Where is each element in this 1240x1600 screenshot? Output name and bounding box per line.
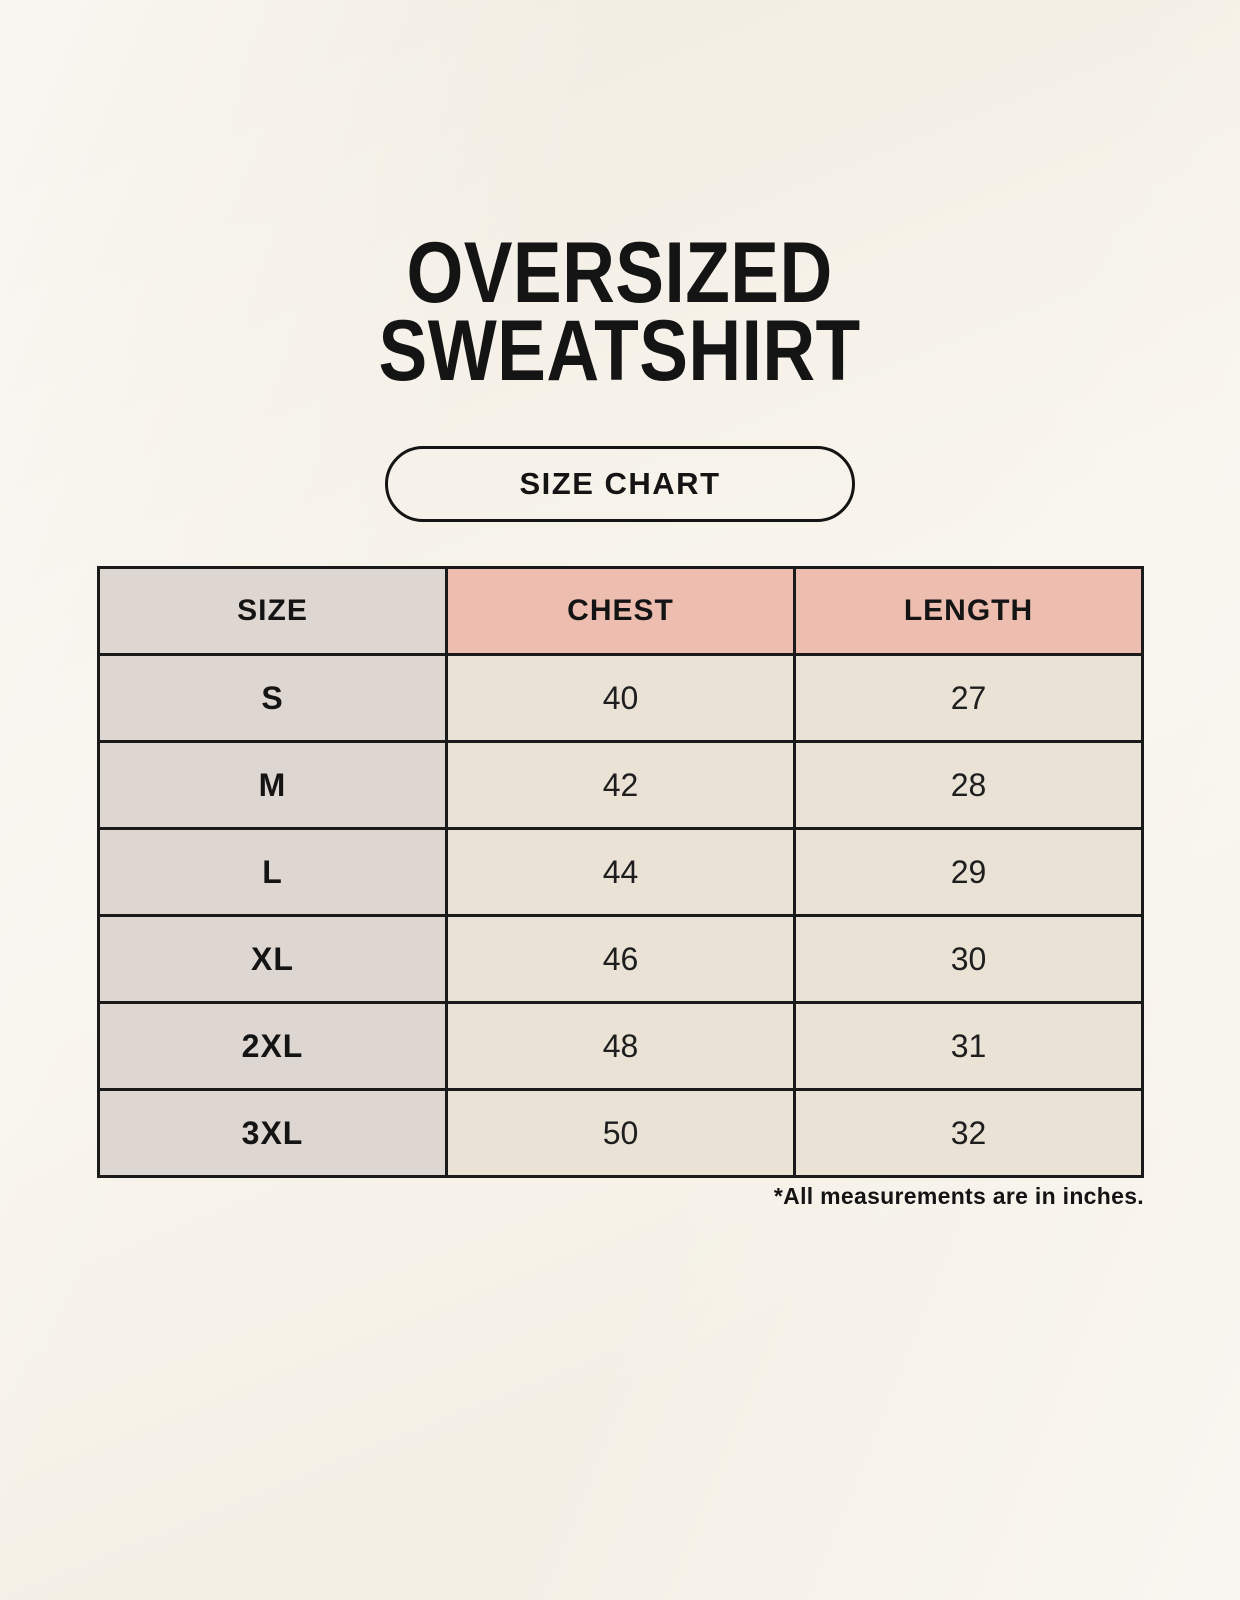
table-row: 2XL 48 31 xyxy=(97,1001,1144,1091)
length-cell: 28 xyxy=(793,740,1144,830)
size-chart-button-label: SIZE CHART xyxy=(519,466,721,501)
header-row: SIZE CHEST LENGTH xyxy=(97,566,1144,656)
table-row: XL 46 30 xyxy=(97,914,1144,1004)
page-title-text: OVERSIZED SWEATSHIRT xyxy=(378,225,862,399)
size-cell: M xyxy=(97,740,448,830)
column-header-length: LENGTH xyxy=(793,566,1144,656)
chest-cell: 44 xyxy=(445,827,796,917)
column-header-chest: CHEST xyxy=(445,566,796,656)
chest-cell: 48 xyxy=(445,1001,796,1091)
title-line-2: SWEATSHIRT xyxy=(378,303,862,399)
chest-cell: 50 xyxy=(445,1088,796,1178)
length-cell: 32 xyxy=(793,1088,1144,1178)
chest-cell: 42 xyxy=(445,740,796,830)
chest-cell: 46 xyxy=(445,914,796,1004)
size-cell: L xyxy=(97,827,448,917)
table-row: M 42 28 xyxy=(97,740,1144,830)
size-cell: S xyxy=(97,653,448,743)
length-cell: 31 xyxy=(793,1001,1144,1091)
length-cell: 29 xyxy=(793,827,1144,917)
page-title: OVERSIZED SWEATSHIRT xyxy=(0,225,1240,399)
size-chart-button[interactable]: SIZE CHART xyxy=(385,446,855,522)
size-table-header: SIZE CHEST LENGTH xyxy=(97,566,1144,656)
size-table: SIZE CHEST LENGTH S 40 27 M 42 28 L 44 2… xyxy=(97,566,1144,1178)
length-cell: 27 xyxy=(793,653,1144,743)
size-cell: 2XL xyxy=(97,1001,448,1091)
measurements-footnote: *All measurements are in inches. xyxy=(773,1183,1144,1209)
length-cell: 30 xyxy=(793,914,1144,1004)
table-row: 3XL 50 32 xyxy=(97,1088,1144,1178)
title-line-1: OVERSIZED xyxy=(406,225,834,321)
size-cell: XL xyxy=(97,914,448,1004)
size-cell: 3XL xyxy=(97,1088,448,1178)
size-table-body: S 40 27 M 42 28 L 44 29 XL 46 30 2XL 48 xyxy=(97,653,1144,1178)
column-header-size: SIZE xyxy=(97,566,448,656)
table-row: S 40 27 xyxy=(97,653,1144,743)
chest-cell: 40 xyxy=(445,653,796,743)
table-row: L 44 29 xyxy=(97,827,1144,917)
